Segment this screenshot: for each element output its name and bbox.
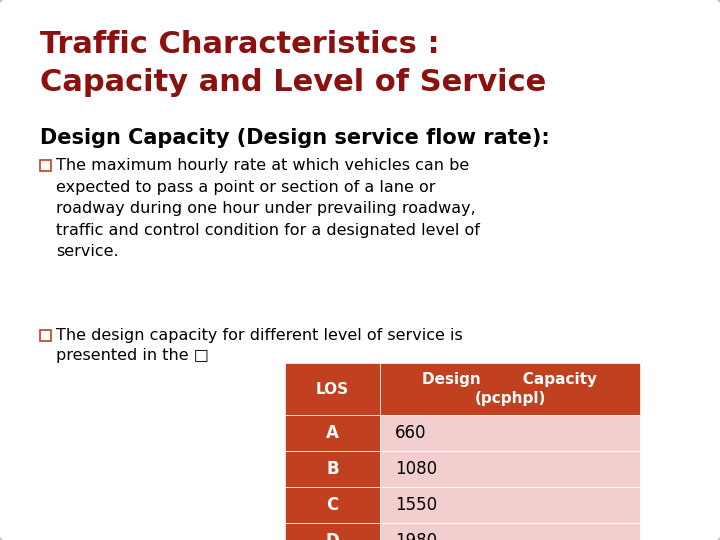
- Text: 1980: 1980: [395, 532, 437, 540]
- Bar: [285, 415, 380, 451]
- Bar: [285, 451, 380, 487]
- Text: 660: 660: [395, 424, 426, 442]
- Bar: [40, 330, 51, 341]
- Bar: [380, 363, 640, 415]
- Text: D: D: [325, 532, 339, 540]
- Bar: [285, 523, 380, 540]
- Bar: [285, 487, 380, 523]
- Text: B: B: [326, 460, 339, 478]
- Bar: [380, 451, 640, 487]
- Text: The maximum hourly rate at which vehicles can be
expected to pass a point or sec: The maximum hourly rate at which vehicle…: [56, 158, 480, 259]
- Text: Capacity and Level of Service: Capacity and Level of Service: [40, 68, 546, 97]
- Bar: [380, 415, 640, 451]
- Text: 1080: 1080: [395, 460, 437, 478]
- Bar: [380, 523, 640, 540]
- Text: LOS: LOS: [316, 381, 349, 396]
- Text: Design        Capacity
(pcphpl): Design Capacity (pcphpl): [423, 372, 598, 406]
- Bar: [40, 160, 51, 171]
- Text: Traffic Characteristics :: Traffic Characteristics :: [40, 30, 440, 59]
- Text: presented in the □: presented in the □: [56, 348, 209, 363]
- Bar: [380, 487, 640, 523]
- Bar: [285, 363, 380, 415]
- Text: 1550: 1550: [395, 496, 437, 514]
- Text: C: C: [326, 496, 338, 514]
- Text: The design capacity for different level of service is: The design capacity for different level …: [56, 328, 463, 343]
- Text: A: A: [326, 424, 339, 442]
- Text: Design Capacity (Design service flow rate):: Design Capacity (Design service flow rat…: [40, 128, 550, 148]
